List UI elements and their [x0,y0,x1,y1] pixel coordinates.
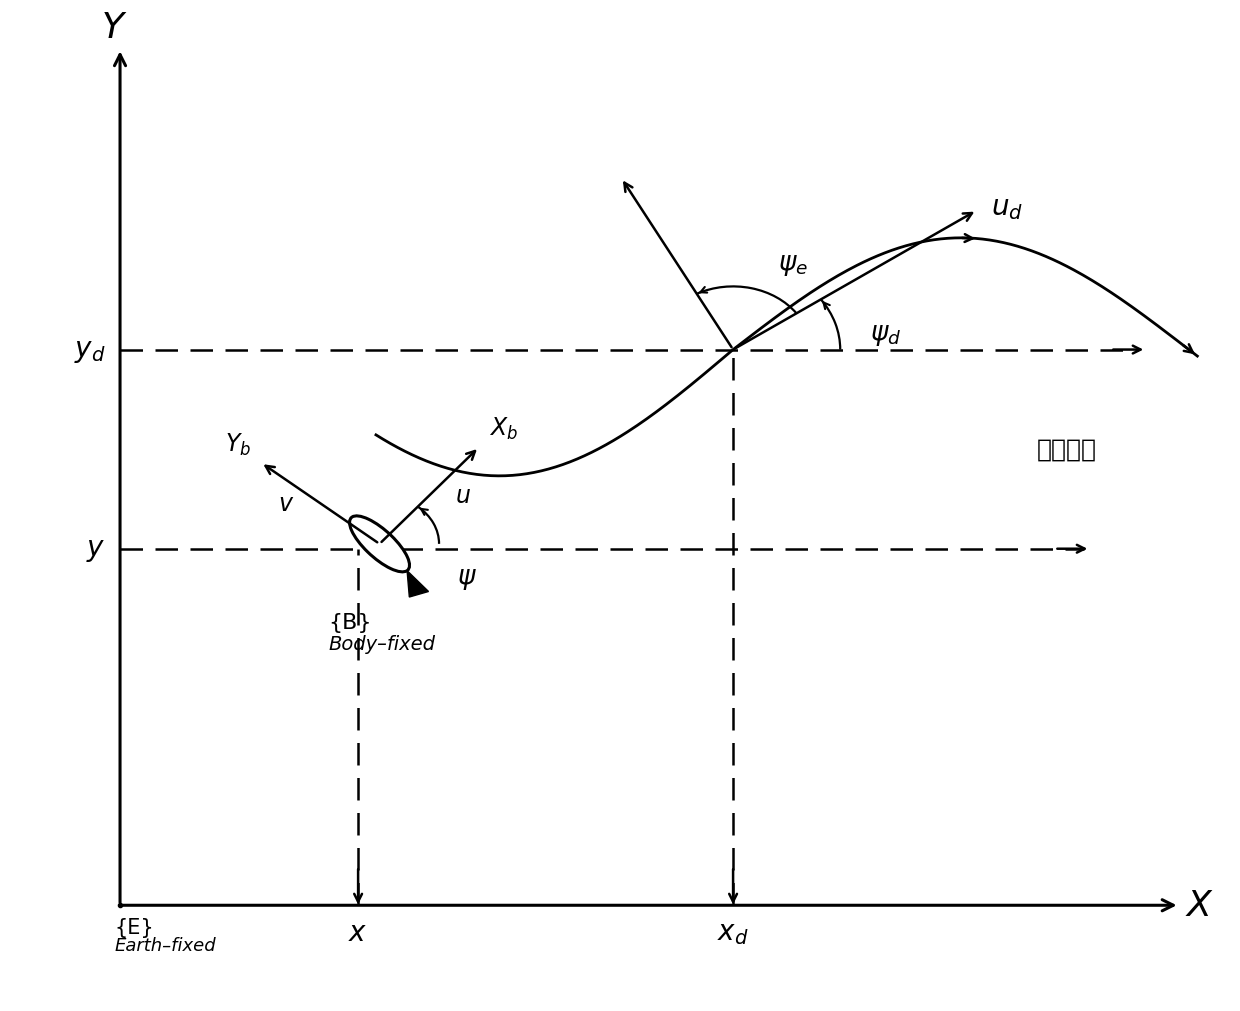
Text: {E}: {E} [114,917,154,937]
Text: $X_b$: $X_b$ [489,416,517,442]
Text: {B}: {B} [329,613,372,632]
Text: $u$: $u$ [455,484,471,508]
Text: $\psi$: $\psi$ [456,566,476,591]
Polygon shape [407,571,429,598]
Text: $\psi_d$: $\psi_d$ [870,321,901,348]
Text: $Y$: $Y$ [100,10,128,44]
Text: $y$: $y$ [87,535,105,563]
Text: Earth–fixed: Earth–fixed [114,936,216,954]
Text: $x_d$: $x_d$ [717,918,749,946]
Text: 参考轨迹: 参考轨迹 [1037,438,1096,462]
Text: $Y_b$: $Y_b$ [226,432,252,457]
Text: $x$: $x$ [348,918,368,946]
Text: $u_d$: $u_d$ [991,194,1023,222]
Text: $y_d$: $y_d$ [74,337,105,364]
Text: $v$: $v$ [278,491,294,516]
Text: $X$: $X$ [1185,889,1214,922]
Text: $\psi_e$: $\psi_e$ [779,252,808,278]
Text: Body–fixed: Body–fixed [329,635,435,653]
Ellipse shape [350,517,409,572]
